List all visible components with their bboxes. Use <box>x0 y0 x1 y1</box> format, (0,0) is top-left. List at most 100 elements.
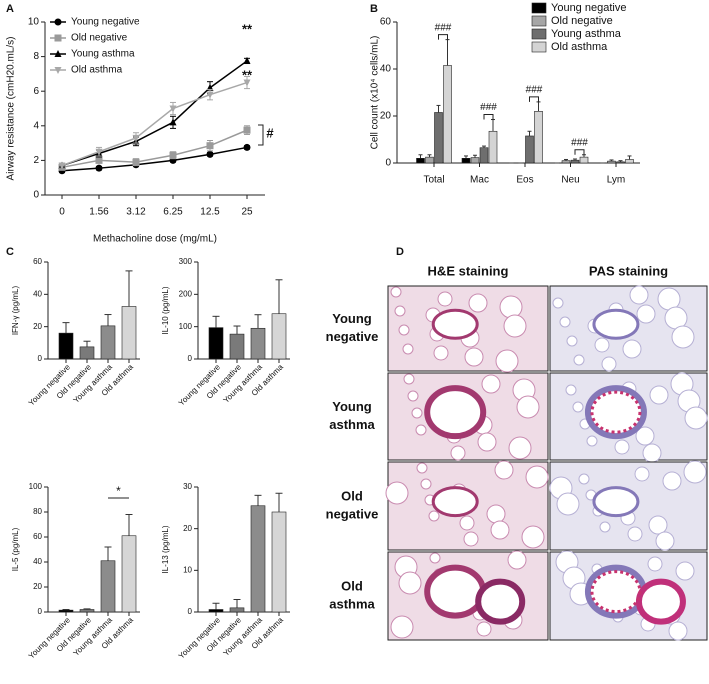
tissue-texture <box>508 436 532 460</box>
annotation: ### <box>480 102 497 113</box>
tissue-texture <box>486 504 506 524</box>
airway <box>584 564 647 619</box>
annotation: ** <box>242 21 253 36</box>
legend-swatch <box>531 28 547 40</box>
marker <box>95 148 103 156</box>
mucus-stain <box>590 390 642 434</box>
y-tick-label: 0 <box>188 354 193 363</box>
bar <box>121 535 137 613</box>
tissue-texture <box>507 550 527 570</box>
x-tick-label: Mac <box>470 175 489 186</box>
y-tick-label: 300 <box>179 257 193 266</box>
tissue-texture <box>495 349 519 373</box>
x-axis-label: Methacholine dose (mg/mL) <box>93 234 217 245</box>
legend-label: Young asthma <box>551 28 622 40</box>
bar <box>79 609 95 613</box>
airway <box>592 486 640 518</box>
marker <box>95 156 103 164</box>
marker <box>243 126 251 134</box>
bar <box>79 346 95 360</box>
tissue-texture <box>476 621 492 637</box>
y-tick-label: 20 <box>33 582 42 591</box>
series-line <box>61 60 248 167</box>
tissue-texture <box>416 462 428 474</box>
tissue-texture <box>565 384 577 396</box>
y-axis-label: IL-10 (pg/mL) <box>161 286 170 334</box>
bar <box>607 160 616 164</box>
bar <box>208 327 224 360</box>
marker <box>95 164 103 172</box>
bar <box>58 332 74 360</box>
bar <box>229 333 245 360</box>
legend-swatch <box>531 2 547 14</box>
tissue-texture <box>556 492 580 516</box>
tissue-texture <box>635 426 655 446</box>
marker <box>54 50 62 57</box>
bracket <box>529 96 539 102</box>
bar <box>470 157 480 164</box>
row-label: asthma <box>329 417 375 432</box>
bar <box>534 111 543 164</box>
tissue-texture <box>390 286 402 298</box>
y-tick-label: 100 <box>29 482 43 491</box>
tissue-texture <box>525 465 549 489</box>
x-tick-label: 6.25 <box>163 207 183 218</box>
row-label: Old <box>341 488 363 503</box>
x-tick-label: 25 <box>241 207 253 218</box>
tissue-texture <box>433 345 449 361</box>
tissue-texture <box>647 556 663 572</box>
tissue-texture <box>622 339 642 359</box>
legend-label: Young negative <box>71 17 140 28</box>
bar <box>208 609 224 613</box>
marker <box>54 67 62 74</box>
x-tick-label: Neu <box>561 175 579 186</box>
y-tick-label: 40 <box>33 557 42 566</box>
y-axis-label: IFN-γ (pg/mL) <box>11 286 20 336</box>
tissue-texture <box>601 356 617 372</box>
legend-label: Young negative <box>551 2 626 14</box>
tissue-texture <box>437 291 453 307</box>
bar <box>579 156 589 164</box>
bar <box>425 156 434 164</box>
tissue-texture <box>450 445 466 461</box>
tissue-texture <box>503 314 527 338</box>
tissue-texture <box>398 571 422 595</box>
bar <box>443 65 452 164</box>
column-header: PAS staining <box>589 263 668 278</box>
bar <box>58 609 74 613</box>
airway <box>424 385 487 440</box>
marker <box>169 118 177 126</box>
tissue-texture <box>490 520 510 540</box>
bar <box>625 159 634 164</box>
bar <box>488 130 498 164</box>
airway <box>635 578 686 625</box>
annotation: * <box>116 484 121 498</box>
annotation: ** <box>242 67 253 82</box>
tissue-texture <box>668 621 688 641</box>
row-label: Old <box>341 578 363 593</box>
y-tick-label: 0 <box>188 607 193 616</box>
tissue-texture <box>429 552 441 564</box>
row-label: Young <box>332 311 372 326</box>
tissue-texture <box>477 432 497 452</box>
bar <box>250 327 266 360</box>
panel-letter: C <box>6 246 14 258</box>
column-header: H&E staining <box>428 263 509 278</box>
series-line <box>61 146 248 172</box>
tissue-texture <box>398 324 410 336</box>
marker <box>243 143 251 151</box>
marker <box>132 158 140 166</box>
bracket <box>483 114 494 120</box>
tissue-texture <box>499 295 523 319</box>
tissue-texture <box>594 337 610 353</box>
tissue-texture <box>578 473 590 485</box>
airway <box>592 308 640 340</box>
panel-letter: B <box>370 3 378 15</box>
airway <box>475 578 526 625</box>
annotation: ### <box>571 137 588 148</box>
tissue-texture <box>459 515 475 531</box>
tissue-texture <box>521 525 545 549</box>
tissue-texture <box>420 478 432 490</box>
y-tick-label: 8 <box>33 51 39 62</box>
row-label: negative <box>326 329 379 344</box>
